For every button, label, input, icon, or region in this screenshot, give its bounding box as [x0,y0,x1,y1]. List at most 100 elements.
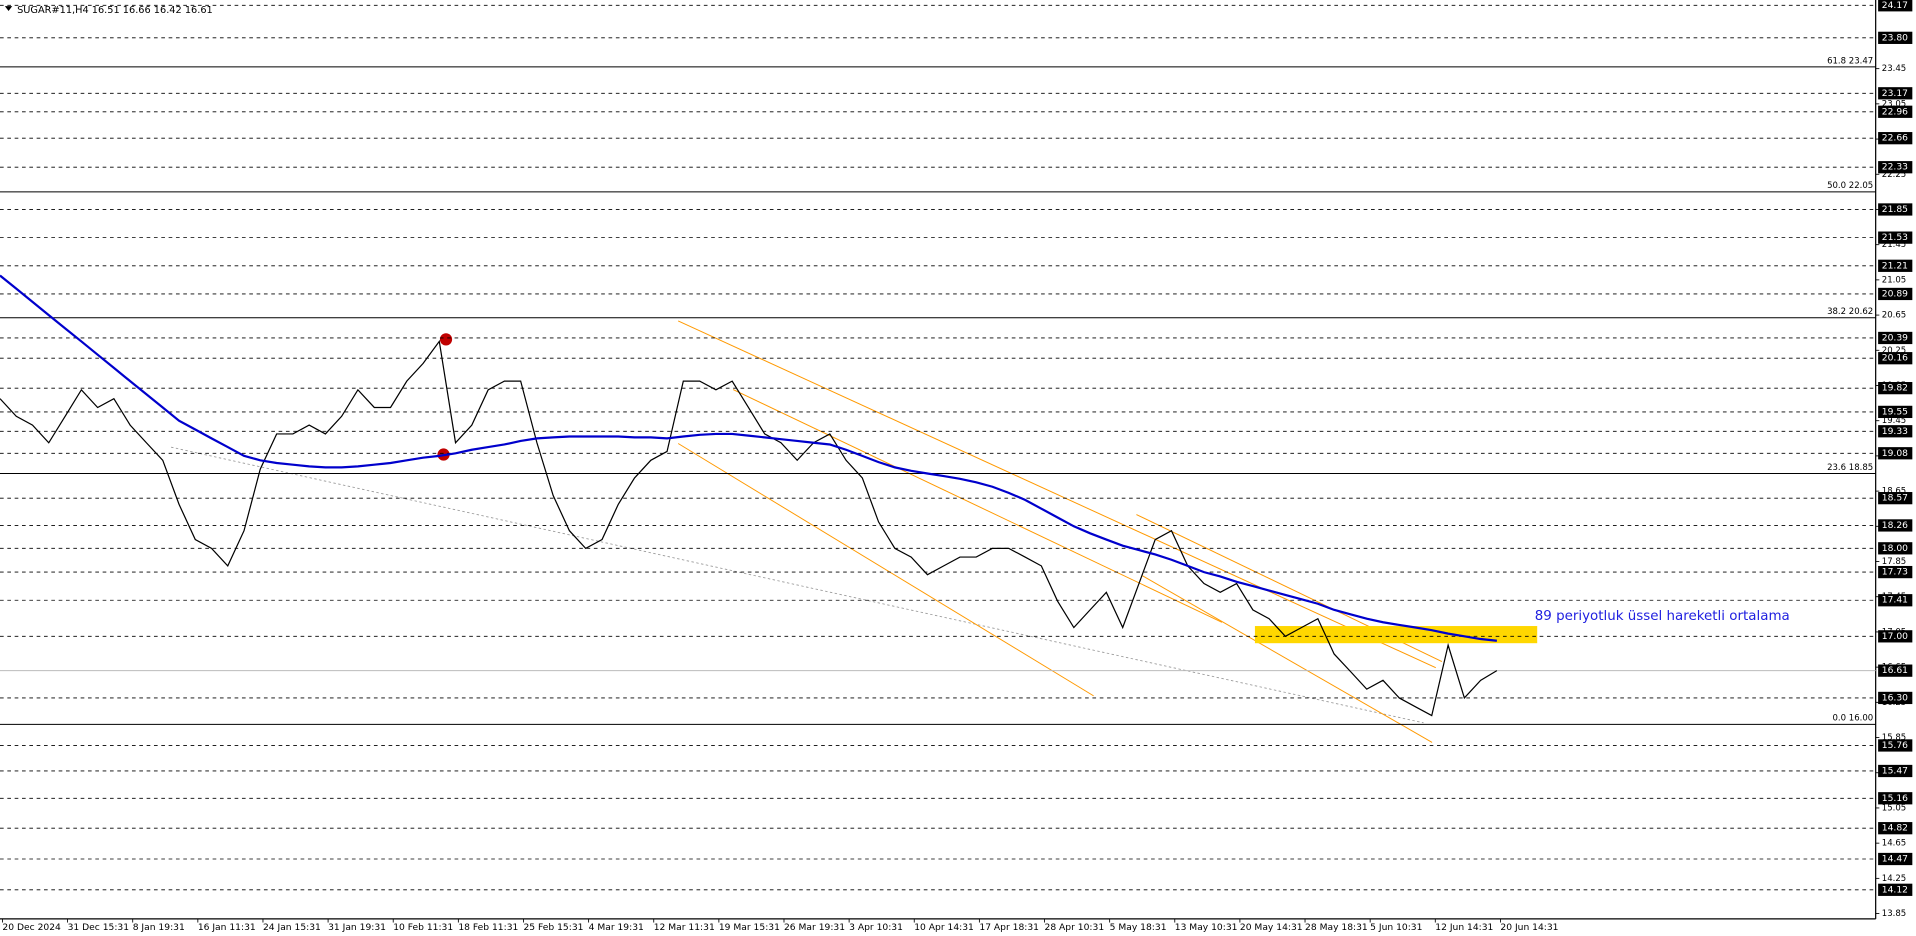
level-box [1878,492,1913,505]
level-label: 23.80 [1882,32,1908,43]
level-box [1878,519,1913,532]
channel-line [1142,575,1433,743]
level-box [1878,691,1913,705]
level-label: 18.57 [1882,493,1908,504]
level-box [1878,259,1913,272]
level-label: 22.96 [1882,106,1908,117]
level-label: 18.26 [1882,520,1908,531]
ema-line [0,274,1497,642]
y-tick-label: 14.65 [1882,839,1906,849]
x-tick-label: 20 Dec 2024 [2,922,61,933]
y-tick-label: 14.25 [1882,874,1906,884]
fib-label: 50.0 22.05 [1827,181,1873,191]
level-label: 15.76 [1882,740,1908,751]
level-label: 19.33 [1882,426,1908,437]
level-label: 16.30 [1882,692,1908,703]
y-tick-label: 23.05 [1882,99,1906,109]
x-tick-label: 3 Apr 10:31 [849,922,903,933]
x-tick-label: 10 Feb 11:31 [393,922,453,933]
trend-line [170,446,1424,724]
fib-label: 23.6 18.85 [1827,463,1873,473]
level-box [1878,87,1913,100]
fib-label: 61.8 23.47 [1827,56,1873,66]
level-box [1878,852,1913,866]
level-box [1878,764,1913,778]
channel-line [677,320,1436,669]
price-box [1878,664,1913,677]
level-label: 17.00 [1882,631,1908,642]
y-tick-label: 15.85 [1882,733,1906,743]
y-tick-label: 17.85 [1882,557,1906,567]
level-label: 24.17 [1882,0,1908,11]
level-box [1878,425,1913,438]
x-tick-label: 5 Jun 10:31 [1370,922,1422,933]
x-tick-label: 25 Feb 15:31 [523,922,583,933]
y-tick-label: 15.05 [1882,803,1906,813]
level-label: 18.00 [1882,543,1908,554]
level-box [1878,231,1913,244]
level-label: 22.33 [1882,162,1908,173]
level-box [1878,792,1913,805]
y-tick-label: 21.05 [1882,275,1906,285]
y-tick-label: 22.25 [1882,170,1906,180]
level-box [1878,203,1913,216]
chart-title: SUGAR#11,H4 16.51 16.66 16.42 16.61 [17,5,213,16]
channel-line [732,389,1223,623]
level-box [1878,352,1913,365]
price-line [0,339,1498,717]
annotation: 89 periyotluk üssel hareketli ortalama [1535,609,1790,624]
fib-label: 38.2 20.62 [1827,307,1873,317]
x-tick-label: 13 May 10:31 [1175,922,1238,933]
level-box [1878,105,1913,118]
level-box [1878,542,1913,555]
level-box [1878,822,1913,835]
level-label: 23.17 [1882,88,1908,99]
x-tick-label: 5 May 18:31 [1110,922,1167,933]
level-label: 20.39 [1882,332,1908,343]
x-tick-label: 18 Feb 11:31 [458,922,518,933]
level-box [1878,565,1913,579]
x-tick-label: 12 Mar 11:31 [654,922,715,933]
level-label: 20.89 [1882,288,1908,299]
x-tick-label: 28 Apr 10:31 [1045,922,1105,933]
drawings [0,0,1877,920]
x-tick-label: 31 Dec 15:31 [68,922,129,933]
level-label: 17.73 [1882,567,1908,578]
menu-icon[interactable] [4,6,13,12]
x-tick-label: 19 Mar 15:31 [719,922,780,933]
resistance-zone [1254,626,1538,644]
x-tick-label: 31 Jan 19:31 [328,922,386,933]
level-label: 15.47 [1882,765,1908,776]
level-label: 19.82 [1882,383,1908,394]
level-box [1878,630,1913,643]
fib-label: 0.0 16.00 [1833,714,1874,724]
level-box [1878,31,1913,44]
x-tick-label: 12 Jun 14:31 [1435,922,1493,933]
level-box [1878,382,1913,395]
y-tick-label: 23.45 [1882,64,1906,74]
y-tick-label: 20.25 [1882,346,1906,356]
level-box [1878,594,1913,607]
level-label: 19.55 [1882,406,1908,417]
level-label: 21.85 [1882,204,1908,215]
level-label: 21.21 [1882,260,1908,271]
level-box [1878,405,1913,419]
level-box [1878,0,1913,12]
y-tick-label: 18.65 [1882,487,1906,497]
x-tick-label: 10 Apr 14:31 [914,922,974,933]
level-box [1878,331,1913,345]
level-label: 17.41 [1882,595,1908,606]
level-label: 20.16 [1882,353,1908,364]
level-box [1878,132,1913,145]
x-tick-label: 8 Jan 19:31 [133,922,185,933]
level-label: 21.53 [1882,232,1908,243]
y-tick-label: 13.85 [1882,909,1906,919]
x-tick-label: 20 May 14:31 [1240,922,1303,933]
level-box [1878,161,1913,174]
level-label: 14.47 [1882,853,1908,864]
x-tick-label: 24 Jan 15:31 [263,922,321,933]
level-box [1878,447,1913,460]
level-label: 22.66 [1882,133,1908,144]
